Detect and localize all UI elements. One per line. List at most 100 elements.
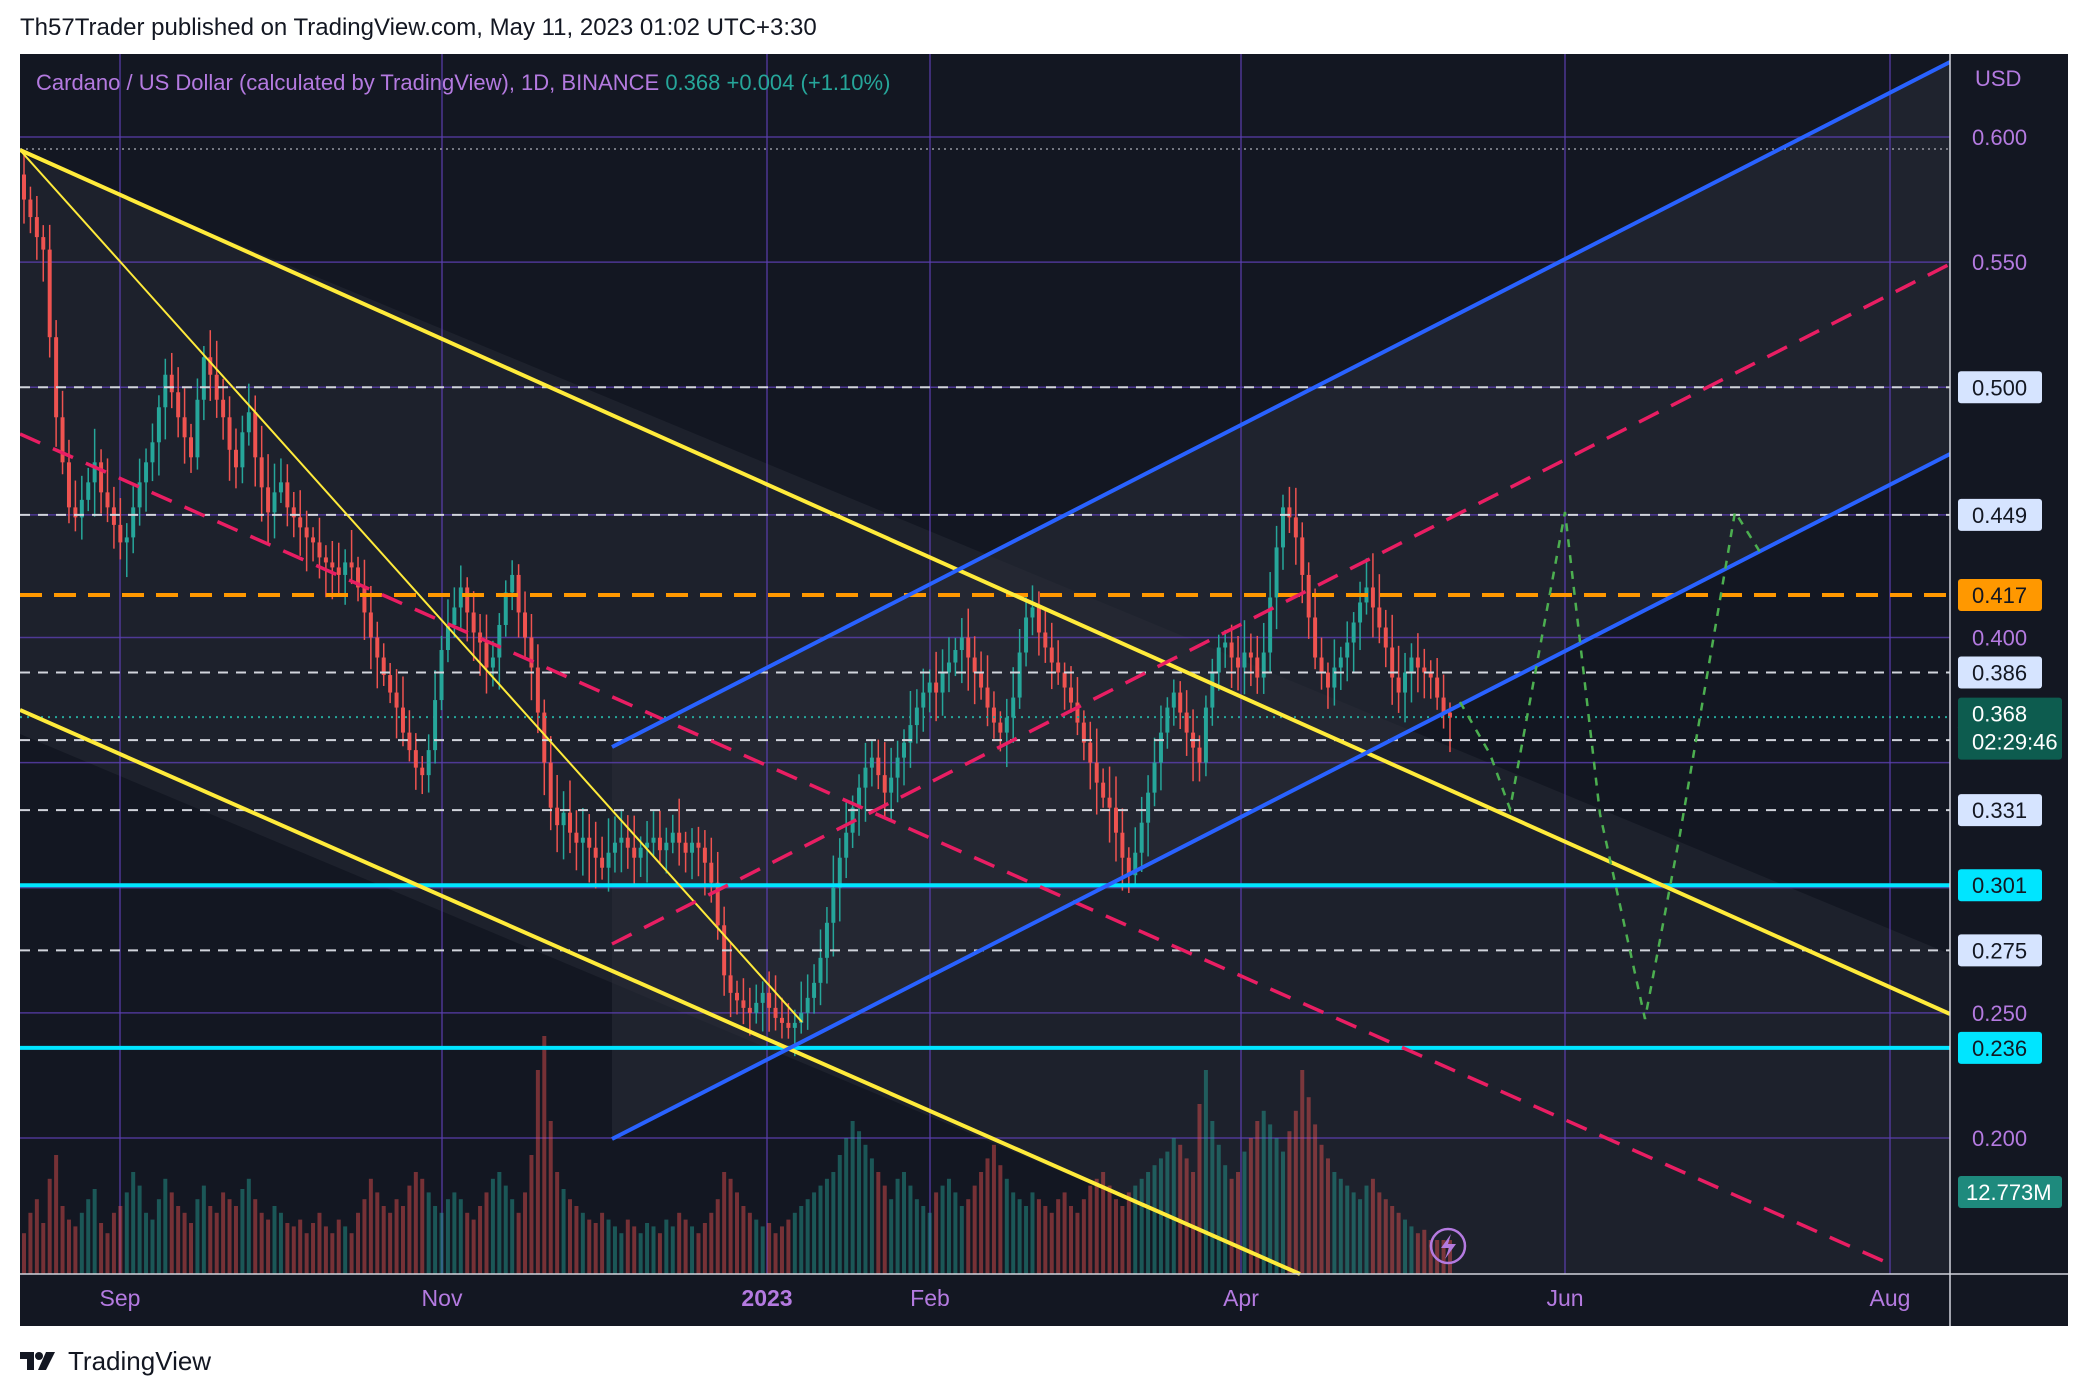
- candle-body[interactable]: [420, 767, 425, 776]
- candle-body[interactable]: [66, 462, 71, 508]
- candle-body[interactable]: [1409, 657, 1414, 673]
- candle-body[interactable]: [587, 837, 592, 848]
- candle-body[interactable]: [998, 722, 1003, 733]
- candle-body[interactable]: [439, 650, 444, 701]
- candle-body[interactable]: [657, 837, 662, 851]
- candle-body[interactable]: [1158, 732, 1163, 763]
- candle-body[interactable]: [972, 657, 977, 673]
- candle-body[interactable]: [92, 462, 97, 483]
- candle-body[interactable]: [1197, 747, 1202, 763]
- candle-body[interactable]: [1146, 792, 1151, 823]
- candle-body[interactable]: [304, 527, 309, 538]
- price-badge[interactable]: [1958, 934, 2042, 967]
- candle-body[interactable]: [709, 862, 714, 883]
- candle-body[interactable]: [638, 847, 643, 858]
- last-price-badge[interactable]: [1958, 697, 2062, 760]
- candle-body[interactable]: [445, 624, 450, 651]
- candle-body[interactable]: [1152, 762, 1157, 793]
- candle-body[interactable]: [214, 374, 219, 400]
- chart-pane[interactable]: USD 0.600 0.550 0.400 0.250 0.200 Sep Nov 2023 Fe…: [20, 54, 2068, 1326]
- candle-body[interactable]: [818, 957, 823, 983]
- candle-body[interactable]: [979, 672, 984, 688]
- candle-body[interactable]: [1242, 652, 1247, 668]
- candle-body[interactable]: [1216, 647, 1221, 673]
- candle-body[interactable]: [1088, 742, 1093, 763]
- price-badge[interactable]: [1958, 578, 2042, 611]
- candle-body[interactable]: [612, 842, 617, 853]
- candle-body[interactable]: [79, 499, 84, 518]
- price-badge[interactable]: [1958, 794, 2042, 827]
- candle-body[interactable]: [1268, 597, 1273, 653]
- candle-body[interactable]: [169, 374, 174, 393]
- candle-body[interactable]: [330, 562, 335, 568]
- candle-body[interactable]: [221, 399, 226, 418]
- candle-body[interactable]: [118, 524, 123, 543]
- projection-path[interactable]: [1458, 508, 1762, 1020]
- candle-body[interactable]: [41, 237, 46, 250]
- candle-body[interactable]: [99, 462, 104, 493]
- candle-body[interactable]: [356, 567, 361, 588]
- candle-body[interactable]: [208, 357, 213, 375]
- candle-body[interactable]: [1448, 712, 1452, 718]
- candle-body[interactable]: [1107, 797, 1112, 808]
- ascending-channel-upper[interactable]: [611, 60, 1951, 749]
- candle-body[interactable]: [163, 374, 168, 408]
- candle-body[interactable]: [34, 217, 39, 238]
- candle-body[interactable]: [1306, 574, 1311, 618]
- candle-body[interactable]: [1261, 652, 1266, 678]
- candle-body[interactable]: [336, 567, 341, 575]
- candle-body[interactable]: [381, 657, 386, 676]
- candle-body[interactable]: [690, 842, 695, 853]
- candle-body[interactable]: [940, 672, 945, 693]
- price-badge[interactable]: [1958, 498, 2042, 531]
- candle-body[interactable]: [1428, 672, 1433, 678]
- candle-body[interactable]: [176, 392, 181, 418]
- candle-body[interactable]: [1004, 717, 1009, 733]
- candle-body[interactable]: [953, 650, 958, 663]
- candle-body[interactable]: [760, 992, 765, 1003]
- candle-body[interactable]: [1075, 702, 1080, 723]
- candle-body[interactable]: [105, 492, 110, 508]
- candle-body[interactable]: [73, 507, 78, 518]
- candle-body[interactable]: [837, 857, 842, 888]
- candle-body[interactable]: [317, 542, 322, 558]
- candle-body[interactable]: [1030, 607, 1035, 618]
- candle-body[interactable]: [651, 837, 656, 843]
- candle-body[interactable]: [754, 1002, 759, 1013]
- candle-body[interactable]: [150, 442, 155, 463]
- candle-body[interactable]: [1062, 672, 1067, 688]
- candle-body[interactable]: [516, 574, 521, 613]
- candle-body[interactable]: [1184, 712, 1189, 733]
- candle-body[interactable]: [394, 692, 399, 708]
- candle-body[interactable]: [1139, 822, 1144, 853]
- candle-body[interactable]: [86, 482, 91, 500]
- candle-body[interactable]: [1248, 652, 1253, 658]
- candle-body[interactable]: [535, 667, 540, 713]
- candle-body[interactable]: [278, 482, 283, 493]
- candle-body[interactable]: [1178, 692, 1183, 713]
- candle-body[interactable]: [1351, 622, 1356, 643]
- candle-body[interactable]: [407, 732, 412, 751]
- candle-body[interactable]: [1056, 662, 1061, 673]
- candle-body[interactable]: [111, 507, 116, 525]
- candle-body[interactable]: [779, 1017, 784, 1023]
- candle-body[interactable]: [542, 712, 547, 763]
- candle-body[interactable]: [478, 632, 483, 643]
- candle-body[interactable]: [1415, 657, 1420, 668]
- candle-body[interactable]: [1049, 647, 1054, 663]
- candle-body[interactable]: [259, 457, 264, 488]
- candle-body[interactable]: [985, 687, 990, 708]
- candle-body[interactable]: [664, 842, 669, 851]
- candle-body[interactable]: [619, 837, 624, 843]
- candle-body[interactable]: [1287, 507, 1292, 518]
- candle-body[interactable]: [1011, 697, 1016, 718]
- candle-body[interactable]: [1165, 707, 1170, 733]
- candle-body[interactable]: [1345, 642, 1350, 658]
- candle-body[interactable]: [1210, 672, 1215, 708]
- candle-body[interactable]: [1280, 507, 1285, 548]
- candle-body[interactable]: [1101, 782, 1106, 798]
- candle-body[interactable]: [137, 482, 142, 508]
- candle-body[interactable]: [561, 812, 566, 826]
- candle-body[interactable]: [246, 412, 251, 433]
- candle-body[interactable]: [1126, 857, 1131, 876]
